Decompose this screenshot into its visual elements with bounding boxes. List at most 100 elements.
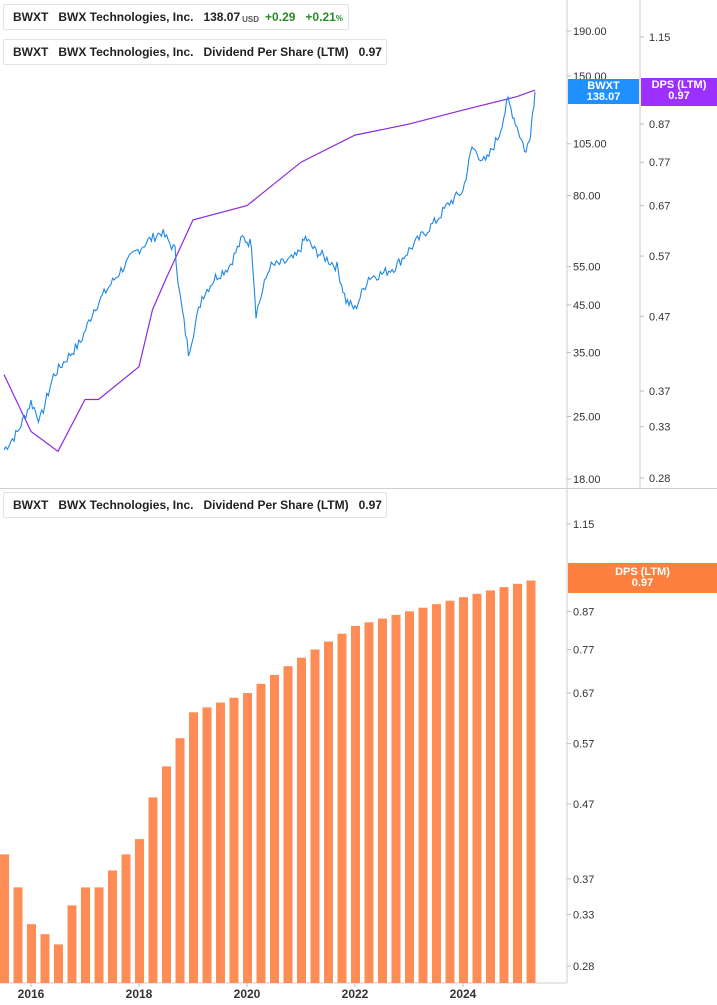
dps-bar [499, 587, 509, 983]
dps-tag-label: DPS (LTM) [651, 79, 707, 91]
dps-bar [364, 622, 374, 983]
dps-bar [351, 626, 360, 983]
dps-bar [148, 797, 158, 983]
dps-bar [243, 693, 252, 983]
dps-bar [337, 633, 347, 983]
dps-bar [472, 593, 482, 983]
dps-tick-label: 0.47 [649, 311, 670, 323]
legend-company: BWX Technologies, Inc. [58, 10, 194, 24]
dps-bar [189, 712, 198, 983]
dps-last-value-tag-top: DPS (LTM) 0.97 [641, 78, 717, 106]
bar-tick-label: 0.37 [573, 874, 594, 886]
dps-last-value-tag-bottom: DPS (LTM) 0.97 [568, 563, 717, 593]
dps-bar [175, 738, 185, 983]
price-tag-value: 138.07 [586, 91, 621, 103]
bar-tick-label: 0.28 [573, 961, 594, 973]
price-tick-label: 55.00 [573, 262, 601, 274]
legend-metric: Dividend Per Share (LTM) [203, 45, 349, 59]
dps-bar [27, 924, 36, 983]
x-axis-ticks: 2016 2018 2020 2022 2024 [18, 983, 477, 1001]
dps-bar [526, 580, 536, 983]
price-axis-ticks: 190.00150.00105.0080.0055.0045.0035.0025… [567, 26, 607, 486]
bar-tick-label: 0.87 [573, 606, 594, 618]
dps-bar [0, 854, 9, 983]
price-tick-label: 45.00 [573, 300, 601, 312]
price-tick-label: 190.00 [573, 26, 607, 38]
legend-ticker: BWXT [13, 45, 49, 59]
bar-tick-label: 0.77 [573, 645, 594, 657]
dps-bar [40, 934, 50, 983]
dps-bar [324, 641, 333, 983]
dps-bar [378, 618, 387, 983]
dps-bar [81, 887, 90, 983]
price-tick-label: 105.00 [573, 139, 607, 151]
dps-bar-tag-value: 0.97 [631, 577, 654, 589]
price-tick-label: 35.00 [573, 348, 601, 360]
legend-change-pct: +0.21% [305, 10, 343, 24]
dps-bar [108, 870, 117, 983]
dps-tick-label: 0.77 [649, 157, 670, 169]
price-tick-label: 25.00 [573, 412, 601, 424]
price-dps-chart: 190.00150.00105.0080.0055.0045.0035.0025… [3, 0, 670, 488]
dps-bar [162, 766, 171, 983]
dps-bar [67, 905, 77, 983]
price-line-series [3, 91, 536, 451]
dps-tick-label: 0.28 [649, 473, 670, 485]
legend-ticker: BWXT [13, 10, 49, 24]
dps-bars [0, 580, 536, 983]
legend-currency: USD [242, 14, 260, 24]
dps-line-series [3, 89, 536, 453]
x-tick-label: 2018 [126, 987, 153, 1001]
dps-bar [513, 583, 522, 983]
dps-bar [283, 666, 293, 983]
x-tick-label: 2022 [342, 987, 369, 1001]
dps-bar [391, 614, 401, 983]
legend-company: BWX Technologies, Inc. [58, 45, 194, 59]
dps-tick-label: 0.37 [649, 386, 670, 398]
dps-bar-chart: 1.15 0.87 0.77 0.67 0.57 0.47 0.37 0.33 0.28 201… [0, 488, 594, 1001]
price-tick-label: 18.00 [573, 474, 601, 486]
dps-bar [405, 611, 414, 983]
dps-tag-value: 0.97 [668, 90, 690, 102]
legend-change: +0.29 [265, 10, 296, 24]
legend-ticker: BWXT [13, 498, 49, 512]
dps-bar [310, 649, 320, 983]
dps-bar [445, 600, 455, 983]
dps-legend-top[interactable]: BWXT BWX Technologies, Inc. Dividend Per… [3, 39, 387, 65]
dps-bar [135, 839, 144, 983]
price-legend[interactable]: BWXT BWX Technologies, Inc. 138.07 USD +… [3, 4, 349, 30]
dps-bar-tag-label: DPS (LTM) [615, 566, 670, 578]
legend-value: 0.97 [358, 498, 382, 512]
dps-tick-label: 0.57 [649, 251, 670, 263]
dps-tick-label: 0.67 [649, 201, 670, 213]
dps-tick-label: 0.87 [649, 119, 670, 131]
dps-bar [432, 604, 441, 983]
bar-tick-label: 0.33 [573, 910, 594, 922]
legend-metric: Dividend Per Share (LTM) [203, 498, 349, 512]
x-tick-label: 2016 [18, 987, 45, 1001]
dps-bar [229, 697, 239, 983]
x-tick-label: 2024 [450, 987, 477, 1001]
price-tag-ticker: BWXT [587, 80, 620, 92]
dps-bar [297, 657, 306, 983]
dps-bar [13, 887, 23, 983]
pane-divider [0, 488, 717, 489]
price-last-value-tag: BWXT 138.07 [568, 79, 639, 104]
x-tick-label: 2020 [234, 987, 261, 1001]
bar-tick-label: 0.57 [573, 739, 594, 751]
dps-tick-label: 1.15 [649, 32, 670, 44]
dps-bar [54, 944, 63, 983]
legend-value: 0.97 [358, 45, 382, 59]
bar-tick-label: 1.15 [573, 519, 594, 531]
dps-legend-bottom[interactable]: BWXT BWX Technologies, Inc. Dividend Per… [3, 492, 387, 518]
dps-bar [256, 683, 266, 983]
dps-axis-ticks: 1.15 0.87 0.77 0.67 0.57 0.47 0.37 0.33 0.28 [640, 32, 670, 485]
price-tick-label: 80.00 [573, 190, 601, 202]
dps-bar [121, 854, 131, 983]
dps-bar [202, 707, 212, 983]
legend-company: BWX Technologies, Inc. [58, 498, 194, 512]
dps-bar [486, 590, 495, 983]
bar-tick-label: 0.47 [573, 799, 594, 811]
bar-tick-label: 0.67 [573, 688, 594, 700]
legend-price: 138.07 [203, 10, 241, 24]
